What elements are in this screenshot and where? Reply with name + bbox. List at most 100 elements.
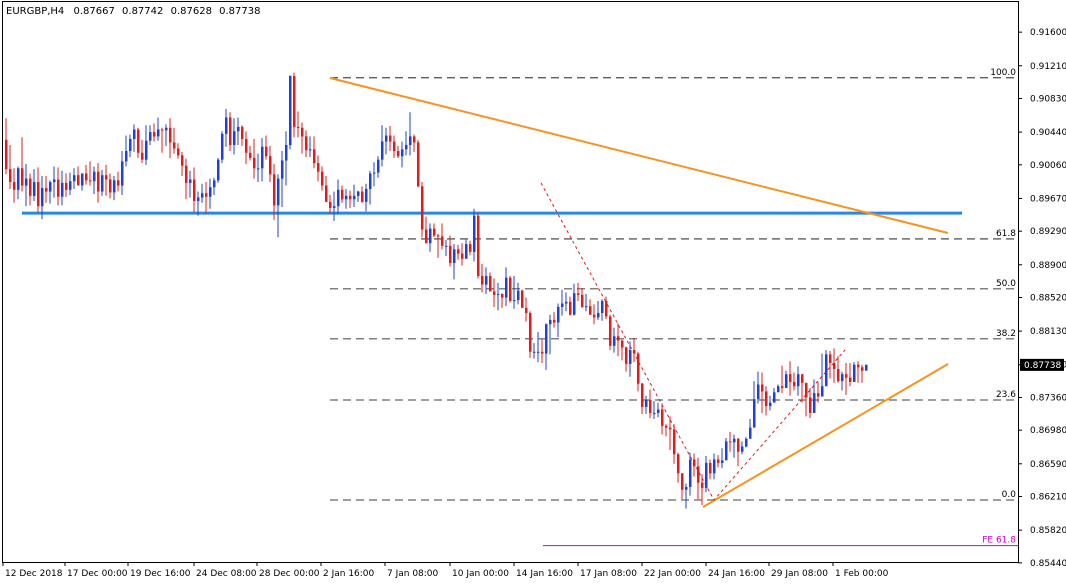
candle-body	[485, 275, 488, 285]
candle-body	[457, 249, 460, 254]
candle-body	[105, 175, 108, 180]
candle-body	[741, 446, 744, 452]
candle-body	[461, 253, 464, 259]
time-axis[interactable]: 12 Dec 2018 17 Dec 00:00 19 Dec 16:00 24 De…	[2, 562, 889, 579]
candle-body	[277, 178, 280, 206]
price-axis[interactable]: 0.91600 0.91210 0.90830 0.90440 0.90060 0.896…	[1018, 28, 1066, 569]
candle-body	[349, 195, 352, 200]
candle-body	[689, 459, 692, 488]
candle-body	[121, 161, 124, 186]
candle-body	[341, 189, 344, 200]
candle-body	[61, 182, 64, 197]
candle-body	[77, 175, 80, 186]
candle-body	[25, 178, 28, 186]
candle-body	[821, 386, 824, 397]
candle-body	[141, 152, 144, 160]
trend-lines[interactable]	[22, 77, 962, 508]
candle-body	[93, 171, 96, 182]
candle-body	[29, 178, 32, 196]
candle-body	[493, 291, 496, 295]
candle-body	[353, 195, 356, 200]
candle-body	[861, 367, 864, 371]
candle-body	[245, 138, 248, 153]
support-trendline[interactable]	[702, 363, 949, 508]
candle-body	[361, 191, 364, 202]
candle-body	[469, 244, 472, 252]
low-value: 0.87628	[171, 6, 212, 17]
x-tick-label: 17 Jan 08:00	[580, 569, 637, 579]
candle-body	[553, 319, 556, 323]
candle-body	[285, 145, 288, 161]
candle-body	[161, 129, 164, 131]
candle-body	[173, 142, 176, 149]
candle-body	[593, 314, 596, 318]
x-tick-label: 12 Dec 2018	[5, 569, 63, 579]
fibonacci-retracement[interactable]: 100.0 61.8 50.0 38.2 23.6 0.0 FE 61.8	[330, 68, 1018, 547]
candle-body	[665, 425, 668, 428]
candle-body	[657, 409, 660, 413]
candle-body	[449, 245, 452, 264]
open-value: 0.87667	[73, 6, 114, 17]
candle-body	[309, 149, 312, 151]
candle-body	[577, 293, 580, 295]
fib-level-label: 100.0	[990, 68, 1016, 78]
candle-body	[489, 275, 492, 292]
fib-level-label: 38.2	[996, 329, 1016, 339]
fib-level-label: 61.8	[996, 229, 1016, 239]
fibonacci-expansion-path[interactable]	[540, 182, 846, 501]
candle-body	[73, 175, 76, 182]
candle-body	[269, 156, 272, 175]
candle-body	[525, 307, 528, 314]
candle-body	[445, 245, 448, 247]
close-value: 0.87738	[219, 6, 260, 17]
candle-body	[41, 188, 44, 207]
candle-body	[721, 460, 724, 463]
high-value: 0.87742	[122, 6, 163, 17]
candle-body	[857, 364, 860, 368]
candle-body	[613, 336, 616, 346]
x-tick-label: 10 Jan 00:00	[452, 569, 509, 579]
candle-body	[713, 459, 716, 474]
candle-body	[317, 163, 320, 172]
x-tick-label: 24 Dec 08:00	[196, 569, 257, 579]
candle-body	[209, 187, 212, 197]
candle-body	[709, 462, 712, 474]
candle-body	[625, 347, 628, 364]
candle-body	[429, 228, 432, 244]
candle-body	[97, 171, 100, 192]
x-tick-label: 17 Dec 00:00	[67, 569, 128, 579]
candle-body	[273, 174, 276, 206]
candle-body	[853, 364, 856, 382]
candle-body	[701, 482, 704, 488]
candle-body	[321, 171, 324, 186]
candle-body	[229, 117, 232, 146]
candle-body	[65, 182, 68, 190]
x-tick-label: 2 Jan 16:00	[323, 569, 375, 579]
candle-body	[829, 354, 832, 363]
candle-body	[85, 173, 88, 181]
candle-body	[113, 180, 116, 193]
candle-body	[653, 412, 656, 414]
candle-body	[137, 129, 140, 153]
candle-body	[497, 294, 500, 296]
y-tick-label: 0.89290	[1030, 227, 1066, 237]
candle-body	[281, 160, 284, 179]
candle-body	[101, 175, 104, 192]
price-tag-text: 0.87738	[1024, 361, 1061, 371]
candle-body	[753, 399, 756, 428]
candle-body	[193, 179, 196, 202]
candle-body	[677, 454, 680, 474]
candle-body	[837, 369, 840, 382]
candle-body	[237, 126, 240, 132]
candle-body	[21, 168, 24, 186]
candle-body	[537, 351, 540, 353]
resistance-trendline[interactable]	[329, 77, 949, 234]
candle-body	[633, 350, 636, 354]
candle-body	[641, 383, 644, 407]
candle-body	[205, 193, 208, 197]
candle-body	[865, 364, 868, 371]
candle-body	[565, 301, 568, 304]
candle-body	[717, 459, 720, 463]
